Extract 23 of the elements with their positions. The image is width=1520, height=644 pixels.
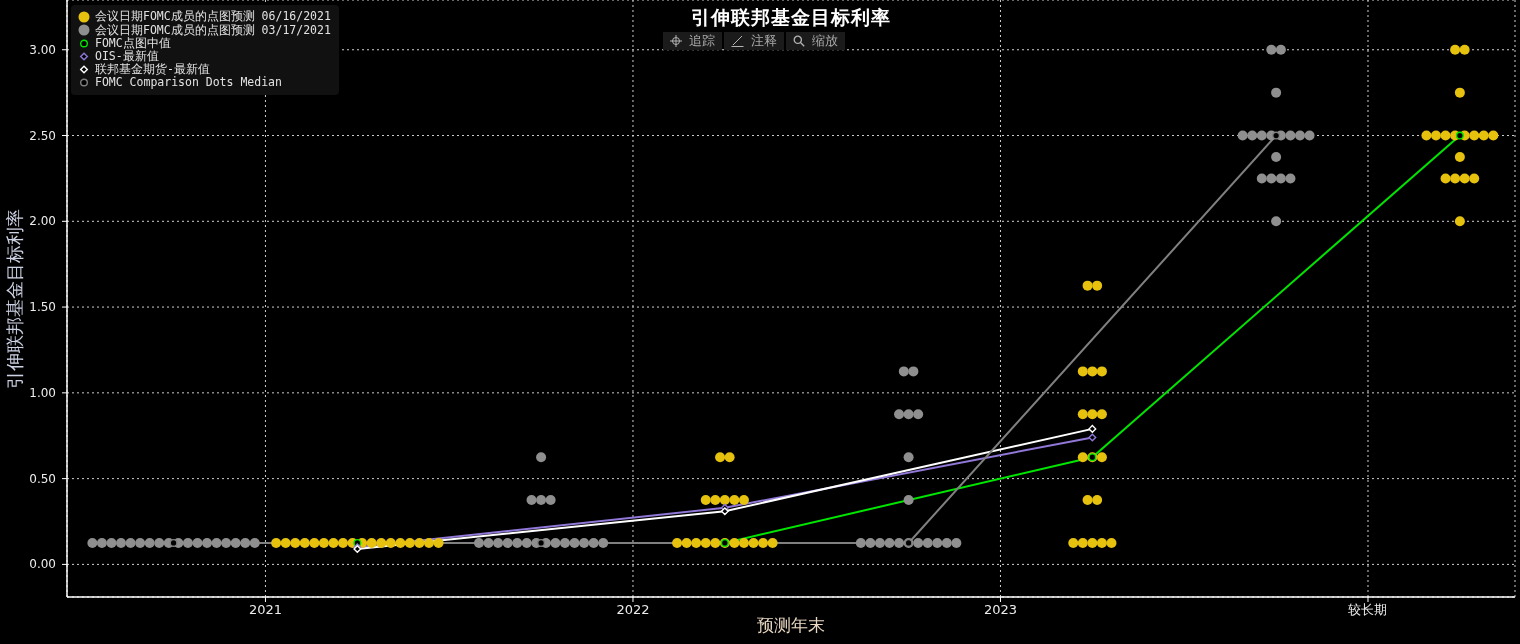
y-tick-label: 3.00 [29,42,56,57]
legend-label: FOMC点图中值 [95,36,171,50]
x-tick-label: 2023 [983,602,1018,617]
annotation: 追踪 [689,33,715,49]
legend-label: 会议日期FOMC成员的点图预测 03/17/2021 [95,22,331,37]
annotation: 缩放 [812,33,838,49]
legend-label: OIS-最新值 [95,49,159,63]
x-tick-label: 2021 [248,602,282,617]
y-tick-label: 0.00 [29,557,56,572]
x-axis-title: 预测年末 [757,615,825,635]
x-tick-label: 2022 [616,602,650,617]
legend-label: 会议日期FOMC成员的点图预测 06/16/2021 [95,9,331,24]
y-tick-label: 0.50 [29,471,56,486]
y-tick-label: 1.50 [29,300,56,315]
y-tick-label: 2.00 [29,214,56,229]
y-tick-label: 2.50 [29,128,56,143]
chart-title: 引伸联邦基金目标利率 [690,6,892,28]
y-tick-label: 1.00 [29,385,56,400]
legend-label: FOMC Comparison Dots Median [95,75,282,89]
x-tick-label: 较长期 [1348,602,1388,617]
y-axis-title: 引伸联邦基金目标利率 [3,208,25,389]
annotation: 注释 [751,33,777,49]
legend-label: 联邦基金期货-最新值 [95,62,210,76]
